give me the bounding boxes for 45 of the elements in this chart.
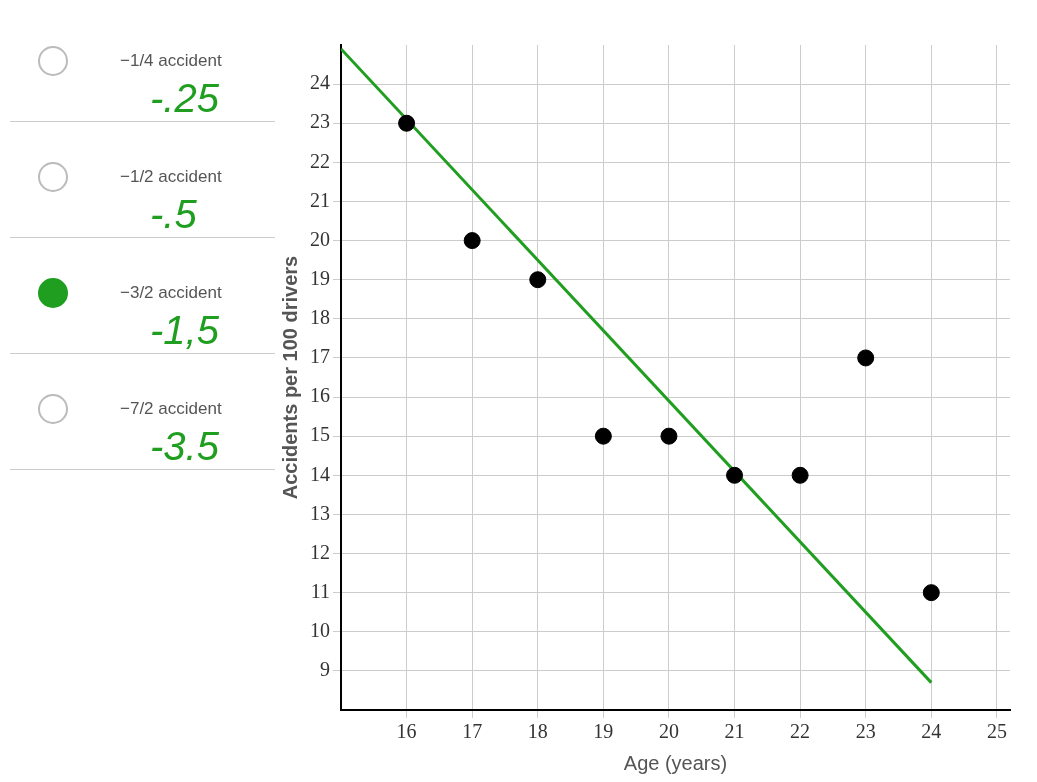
point xyxy=(529,271,547,289)
y-tick-label: 13 xyxy=(310,501,330,524)
text: -3.5 xyxy=(150,424,219,469)
point xyxy=(922,584,940,602)
text: -1,5 xyxy=(150,308,219,353)
point xyxy=(594,427,612,445)
point xyxy=(857,349,875,367)
y-tick-label: 10 xyxy=(310,619,330,642)
y-tick-label: 17 xyxy=(310,345,330,368)
text: −1/2 accident xyxy=(120,167,222,187)
text: -.5 xyxy=(150,192,197,237)
x-tick-label: 18 xyxy=(527,720,548,743)
y-tick-label: 15 xyxy=(310,423,330,446)
y-tick-label: 14 xyxy=(310,462,330,485)
x-tick-label: 22 xyxy=(790,720,811,743)
y-tick-label: 24 xyxy=(310,71,330,94)
y-axis-title: Accidents per 100 drivers xyxy=(278,255,301,500)
x-tick-label: 21 xyxy=(724,720,745,743)
x-tick-label: 19 xyxy=(593,720,614,743)
x-tick-label: 23 xyxy=(855,720,876,743)
y-tick-label: 16 xyxy=(310,384,330,407)
y-tick-label: 19 xyxy=(310,266,330,289)
text: −3/2 accident xyxy=(120,283,222,303)
y-tick-label: 22 xyxy=(310,149,330,172)
y-tick-label: 21 xyxy=(310,188,330,211)
x-axis-title: Age (years) xyxy=(623,751,728,774)
x-tick-label: 16 xyxy=(396,720,417,743)
point xyxy=(463,232,481,250)
text: -.25 xyxy=(150,76,219,121)
point xyxy=(791,466,809,484)
x-tick-label: 17 xyxy=(462,720,483,743)
x-tick-label: 20 xyxy=(658,720,679,743)
y-tick-label: 20 xyxy=(310,227,330,250)
y-tick-label: 12 xyxy=(310,540,330,563)
point xyxy=(660,427,678,445)
y-tick-label: 18 xyxy=(310,306,330,329)
y-tick-label: 11 xyxy=(310,579,330,602)
point xyxy=(398,114,416,132)
y-tick-label: 9 xyxy=(320,658,330,681)
text: −1/4 accident xyxy=(120,51,222,71)
x-tick-label: 24 xyxy=(921,720,942,743)
text: −7/2 accident xyxy=(120,399,222,419)
point xyxy=(726,466,744,484)
x-tick-label: 25 xyxy=(986,720,1007,743)
y-tick-label: 23 xyxy=(310,110,330,133)
